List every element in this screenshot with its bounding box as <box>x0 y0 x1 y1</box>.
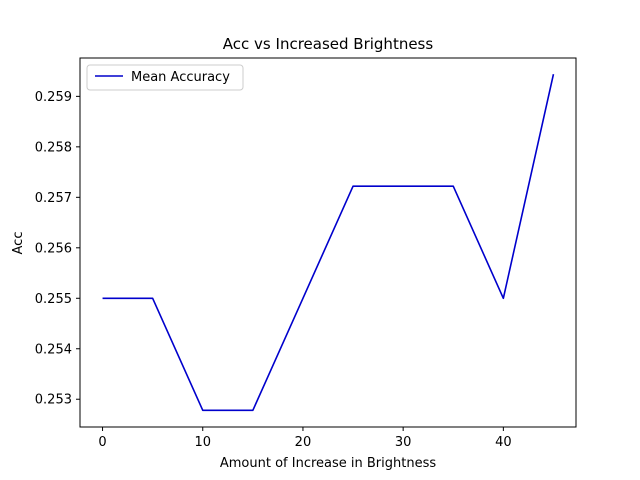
legend: Mean Accuracy <box>86 64 244 91</box>
x-axis-label: Amount of Increase in Brightness <box>220 456 436 471</box>
x-tick-label: 0 <box>98 435 106 450</box>
series-line-mean-accuracy <box>102 73 555 412</box>
x-tick-label: 30 <box>395 435 412 450</box>
y-tick-label: 0.254 <box>35 342 72 357</box>
x-tick-label: 10 <box>194 435 211 450</box>
legend-label: Mean Accuracy <box>131 70 230 85</box>
y-tick-label: 0.253 <box>35 393 72 408</box>
x-tick-label: 20 <box>295 435 312 450</box>
y-axis: 0.253 0.254 0.255 0.256 0.257 0.258 0.259 <box>35 90 80 408</box>
plot-frame <box>79 57 577 428</box>
y-axis-label: Acc <box>11 232 26 255</box>
legend-box <box>86 64 244 91</box>
series-layer <box>102 73 555 412</box>
y-tick-label: 0.255 <box>35 292 72 307</box>
x-axis: 0 10 20 30 40 <box>98 427 512 450</box>
y-tick-label: 0.256 <box>35 241 72 256</box>
y-tick-label: 0.257 <box>35 191 72 206</box>
chart-title: Acc vs Increased Brightness <box>223 35 434 53</box>
x-tick-label: 40 <box>495 435 512 450</box>
y-tick-label: 0.259 <box>35 90 72 105</box>
y-tick-label: 0.258 <box>35 140 72 155</box>
